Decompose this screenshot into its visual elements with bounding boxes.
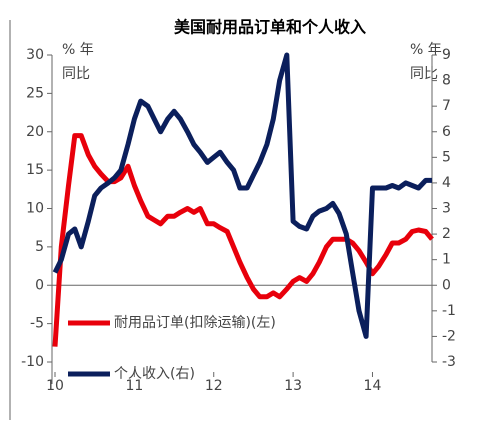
line-series: [52, 52, 432, 339]
y2-tick-label: 9: [442, 47, 451, 63]
y2-tick-label: 1: [442, 252, 451, 268]
y2-unit: % 年: [410, 42, 442, 58]
y-tick-label: 20: [26, 124, 44, 140]
y2-tick-label: 4: [442, 175, 451, 191]
y2-tick-label: 0: [442, 277, 451, 293]
y2-unit: 同比: [410, 66, 438, 82]
y-tick-label: 10: [26, 201, 44, 217]
x-tick-label: 14: [364, 378, 382, 394]
x-tick-label: 10: [46, 378, 64, 394]
y2-tick-label: 5: [442, 149, 451, 165]
y2-tick-label: 6: [442, 124, 451, 140]
y2-tick-label: -2: [442, 328, 456, 344]
y-tick-label: 15: [26, 162, 44, 178]
y-tick-label: 25: [26, 85, 44, 101]
y2-tick-label: -1: [442, 303, 456, 319]
y2-tick-label: 8: [442, 73, 451, 89]
chart-title: 美国耐用品订单和个人收入: [174, 18, 366, 37]
y-tick-label: 0: [35, 277, 44, 293]
y-tick-label: -10: [21, 354, 44, 370]
x-tick-label: 12: [205, 378, 223, 394]
y2-tick-label: -3: [442, 354, 456, 370]
y-tick-label: 5: [35, 239, 44, 255]
y2-tick-label: 3: [442, 201, 451, 217]
y-tick-label: -5: [30, 316, 44, 332]
y-unit: % 年: [62, 42, 94, 58]
legend-label: 个人收入(右): [114, 366, 195, 382]
x-tick-label: 13: [284, 378, 302, 394]
x-tick-label: 11: [125, 378, 143, 394]
legend-label: 耐用品订单(扣除运输)(左): [114, 315, 276, 331]
y-tick-label: 30: [26, 47, 44, 63]
y2-tick-label: 2: [442, 226, 451, 242]
y2-tick-label: 7: [442, 98, 451, 114]
y-unit: 同比: [62, 66, 90, 82]
